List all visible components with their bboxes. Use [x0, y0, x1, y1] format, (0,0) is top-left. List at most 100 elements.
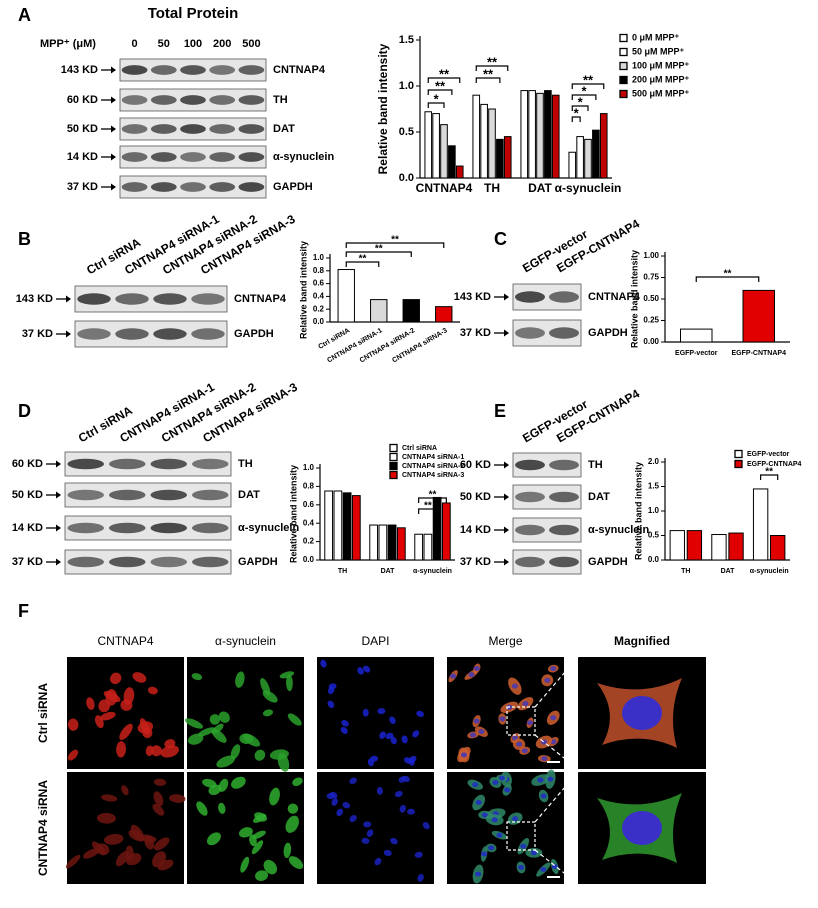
cell	[340, 726, 348, 734]
cell	[147, 686, 158, 695]
band	[209, 65, 236, 75]
bar	[742, 289, 775, 343]
bar	[396, 527, 406, 561]
bar	[536, 92, 544, 179]
x-tick-label: CNTNAP4 siRNA-3	[391, 327, 448, 364]
y-tick-label: 0.25	[643, 316, 659, 325]
significance-bracket	[345, 242, 445, 248]
bar	[520, 90, 529, 179]
cell	[402, 775, 410, 783]
y-axis-label: Relative band intensity	[376, 43, 390, 174]
x-tick-label: DAT	[381, 568, 396, 575]
band	[77, 293, 111, 305]
bar	[424, 111, 433, 179]
protein-label: GAPDH	[273, 181, 313, 193]
cell	[120, 699, 133, 711]
cell	[349, 815, 357, 823]
nucleus	[550, 666, 557, 672]
band	[108, 522, 146, 534]
micrograph	[317, 772, 434, 884]
column-label: CNTNAP4	[97, 634, 153, 648]
cell	[100, 711, 116, 721]
band	[150, 489, 188, 501]
significance-label: *	[434, 91, 440, 106]
bar	[387, 524, 397, 561]
cell	[287, 713, 302, 726]
arrow-head	[504, 493, 509, 501]
legend-swatch	[619, 75, 628, 85]
protein-label: GAPDH	[234, 328, 274, 340]
band	[180, 182, 206, 192]
cell	[286, 674, 293, 692]
band	[191, 293, 225, 305]
cell	[86, 697, 95, 710]
cell	[132, 672, 147, 683]
cell	[94, 715, 104, 729]
cell	[128, 829, 144, 842]
bar	[351, 495, 361, 561]
band	[180, 95, 206, 105]
cell	[121, 785, 129, 796]
cell	[336, 808, 344, 817]
cell	[417, 873, 424, 882]
cell	[416, 710, 425, 718]
legend-label: EGFP-CNTNAP4	[747, 461, 802, 468]
protein-label: TH	[588, 459, 603, 471]
kd-label: 37 KD	[22, 328, 53, 340]
significance-bracket	[475, 77, 501, 83]
bar	[333, 490, 343, 561]
kd-label: 14 KD	[12, 522, 43, 534]
bar	[324, 490, 334, 561]
band	[153, 328, 187, 340]
kd-label: 37 KD	[460, 327, 491, 339]
inset-line	[534, 771, 579, 823]
nucleus	[530, 850, 537, 856]
cell	[231, 776, 246, 789]
nucleus	[475, 800, 482, 806]
significance-label: **	[765, 467, 773, 478]
cell	[96, 812, 116, 824]
cell	[67, 749, 79, 761]
nucleus	[498, 775, 505, 781]
protein-label: DAT	[273, 123, 295, 135]
cell	[239, 733, 254, 744]
bar	[378, 524, 388, 561]
band	[121, 95, 148, 105]
band	[150, 65, 177, 75]
protein-label: DAT	[588, 491, 610, 503]
cell	[191, 673, 203, 681]
bar	[568, 151, 577, 179]
cell	[283, 842, 292, 859]
cell	[401, 735, 408, 744]
x-tick-label: TH	[338, 568, 347, 575]
nucleus	[541, 756, 548, 762]
cell	[328, 683, 337, 690]
inset-box	[506, 821, 536, 851]
cell	[292, 777, 303, 787]
nucleus	[469, 732, 476, 738]
nucleus	[516, 741, 523, 747]
cell	[153, 791, 164, 807]
cell	[412, 730, 420, 738]
cell	[197, 727, 216, 737]
band	[191, 328, 225, 340]
cell	[110, 672, 122, 685]
bar	[432, 113, 440, 179]
nucleus	[472, 782, 479, 788]
bar	[455, 165, 464, 179]
column-label: DAPI	[361, 634, 389, 648]
cell	[390, 736, 397, 745]
bar	[480, 103, 488, 179]
nucleus	[496, 832, 503, 838]
cell	[320, 659, 327, 668]
legend-swatch	[619, 61, 628, 71]
cell	[252, 830, 266, 839]
y-tick-label: 1.00	[643, 251, 659, 260]
cell	[329, 791, 338, 799]
bar	[680, 328, 713, 343]
band	[515, 327, 545, 339]
bar	[551, 94, 560, 179]
band	[238, 124, 265, 134]
legend-label: CNTNAP4 siRNA-3	[402, 472, 464, 479]
blot-title: Total Protein	[148, 5, 239, 22]
